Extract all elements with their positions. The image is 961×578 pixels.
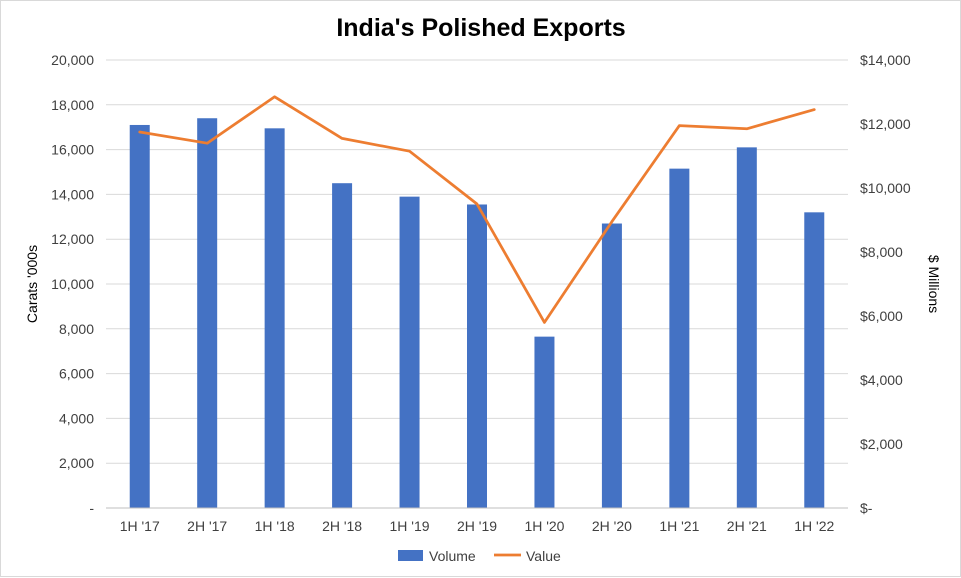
- left-tick-label: 20,000: [51, 52, 94, 68]
- x-tick-label: 1H '21: [659, 518, 699, 534]
- volume-bar: [399, 196, 420, 508]
- legend-swatch-volume: [398, 550, 423, 561]
- value-line-layer: [138, 95, 816, 324]
- volume-bar: [736, 147, 757, 509]
- x-tick-label: 2H '21: [727, 518, 767, 534]
- volume-bar: [534, 336, 555, 508]
- x-tick-label: 1H '18: [255, 518, 295, 534]
- right-tick-label: $10,000: [860, 180, 911, 196]
- x-tick-label: 2H '20: [592, 518, 632, 534]
- right-tick-label: $2,000: [860, 436, 903, 452]
- left-tick-label: 6,000: [59, 366, 94, 382]
- left-tick-label: 4,000: [59, 410, 94, 426]
- volume-bars: [129, 118, 825, 509]
- axes: - 2,000 4,000 6,000 8,000 10,000 12,000 14,000 1…: [51, 52, 911, 534]
- right-axis-title: $ Millions: [926, 255, 942, 313]
- left-tick-label: 14,000: [51, 186, 94, 202]
- volume-bar: [129, 124, 150, 509]
- left-tick-label: 18,000: [51, 97, 94, 113]
- volume-bar: [669, 168, 690, 508]
- left-tick-label: 16,000: [51, 142, 94, 158]
- right-tick-label: $12,000: [860, 116, 911, 132]
- left-tick-label: 10,000: [51, 276, 94, 292]
- x-tick-label: 1H '19: [390, 518, 430, 534]
- left-tick-label: -: [89, 500, 94, 516]
- x-tick-label: 1H '22: [794, 518, 834, 534]
- volume-bar: [332, 183, 353, 508]
- x-tick-label: 2H '17: [187, 518, 227, 534]
- volume-bar: [197, 118, 218, 509]
- volume-bar: [804, 212, 825, 508]
- right-tick-label: $6,000: [860, 308, 903, 324]
- x-tick-label: 1H '17: [120, 518, 160, 534]
- value-line: [138, 95, 816, 324]
- legend: Volume Value: [398, 548, 561, 564]
- left-tick-label: 12,000: [51, 231, 94, 247]
- volume-bar: [264, 128, 285, 508]
- legend-label-value: Value: [526, 548, 561, 564]
- volume-bar: [601, 223, 622, 508]
- right-tick-label: $8,000: [860, 244, 903, 260]
- legend-label-volume: Volume: [429, 548, 476, 564]
- left-tick-label: 2,000: [59, 455, 94, 471]
- x-tick-label: 1H '20: [524, 518, 564, 534]
- left-tick-label: 8,000: [59, 321, 94, 337]
- right-tick-label: $4,000: [860, 372, 903, 388]
- right-tick-label: $-: [860, 500, 873, 516]
- chart-title: India's Polished Exports: [336, 14, 625, 42]
- volume-bar: [467, 204, 487, 509]
- x-tick-label: 2H '18: [322, 518, 362, 534]
- x-tick-label: 2H '19: [457, 518, 497, 534]
- left-axis-title: Carats '000s: [24, 245, 40, 323]
- right-tick-label: $14,000: [860, 52, 911, 68]
